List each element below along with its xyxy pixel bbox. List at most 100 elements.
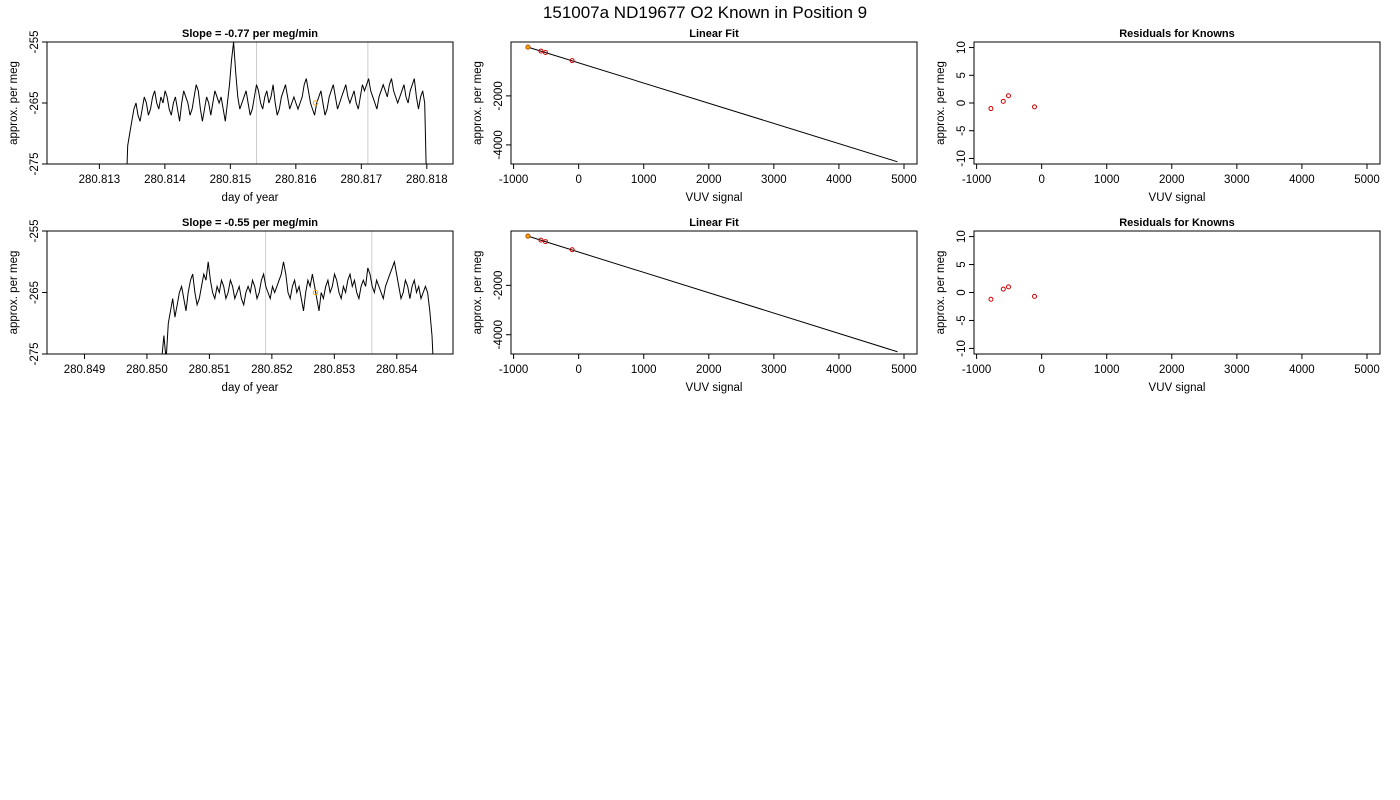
- y-axis-label: approx. per meg: [472, 251, 484, 335]
- panel-title: Residuals for Knowns: [1119, 28, 1235, 40]
- y-tick-label: -4000: [493, 130, 505, 159]
- y-tick-label: 5: [956, 261, 968, 267]
- y-tick-label: -275: [29, 342, 41, 365]
- y-tick-label: -265: [29, 281, 41, 304]
- x-tick-label: 280.854: [376, 364, 418, 376]
- x-tick-label: -1000: [962, 174, 991, 186]
- plot-frame: [510, 41, 918, 165]
- x-tick-label: 3000: [761, 364, 787, 376]
- plot-area: [126, 42, 427, 164]
- data-point: [1032, 293, 1038, 299]
- plot-frame: [510, 230, 918, 355]
- x-tick-label: 0: [575, 364, 581, 376]
- x-tick-label: -1000: [499, 364, 528, 376]
- x-tick-label: 280.813: [79, 174, 121, 186]
- x-tick-label: 2000: [1159, 364, 1185, 376]
- panel-1: Slope = -0.77 per meg/min 280.813 280.814 2…: [8, 28, 454, 204]
- y-axis-label: approx. per meg: [935, 251, 947, 335]
- x-axis-label: day of year: [222, 192, 279, 204]
- y-tick-label: 0: [956, 289, 968, 295]
- x-tick-label: 3000: [1224, 364, 1250, 376]
- highlight-point: [525, 44, 531, 50]
- x-tick-label: 3000: [761, 174, 787, 186]
- y-tick-label: -5: [956, 315, 968, 325]
- plot-area: [525, 233, 898, 353]
- x-tick-label: 1000: [1094, 364, 1120, 376]
- plot-frame: [973, 230, 1381, 355]
- y-tick-label: -4000: [493, 320, 505, 349]
- series-line: [161, 259, 434, 354]
- data-point: [988, 106, 994, 112]
- x-tick-label: 3000: [1224, 174, 1250, 186]
- data-point: [1005, 93, 1011, 99]
- panel-grid: Slope = -0.77 per meg/min 280.813 280.814 2…: [8, 28, 1381, 394]
- y-tick-label: -10: [956, 150, 968, 167]
- figure-title: 151007a ND19677 O2 Known in Position 9: [543, 3, 867, 22]
- data-point: [542, 239, 548, 245]
- data-point: [988, 296, 994, 302]
- panel-title: Slope = -0.55 per meg/min: [182, 217, 318, 229]
- x-tick-label: 4000: [826, 174, 852, 186]
- y-tick-label: -5: [956, 126, 968, 136]
- plot-area: [525, 44, 898, 163]
- plot-frame: [46, 41, 454, 165]
- plot-area: [988, 284, 1038, 302]
- panel-2: Linear Fit -1000 0 1000 2000 3000 4000 5000 -400…: [472, 28, 918, 204]
- panel-5: Linear Fit -1000 0 1000 2000 3000 4000 5000 -400…: [472, 217, 918, 394]
- y-tick-label: -2000: [493, 271, 505, 300]
- y-tick-label: 5: [956, 72, 968, 78]
- plot-frame: [46, 230, 454, 355]
- y-axis-label: approx. per meg: [8, 61, 20, 145]
- x-tick-label: 4000: [1289, 174, 1315, 186]
- panel-3: Residuals for Knowns -1000 0 1000 2000 3000 40…: [935, 28, 1381, 204]
- x-axis-label: VUV signal: [1149, 192, 1206, 204]
- panel-title: Linear Fit: [689, 217, 739, 229]
- x-axis-label: day of year: [222, 382, 279, 394]
- y-tick-label: -265: [29, 91, 41, 114]
- fit-line: [527, 46, 898, 163]
- x-tick-label: -1000: [499, 174, 528, 186]
- data-point: [542, 50, 548, 56]
- x-axis-label: VUV signal: [686, 382, 743, 394]
- x-tick-label: 280.815: [210, 174, 252, 186]
- x-tick-label: 5000: [1354, 364, 1380, 376]
- x-tick-label: 5000: [891, 364, 917, 376]
- x-tick-label: 4000: [826, 364, 852, 376]
- x-tick-label: 280.849: [64, 364, 106, 376]
- x-tick-label: 0: [1038, 364, 1044, 376]
- y-axis-label: approx. per meg: [935, 61, 947, 145]
- y-tick-label: 10: [956, 41, 968, 54]
- fit-line: [527, 235, 898, 353]
- x-tick-label: 4000: [1289, 364, 1315, 376]
- data-point: [569, 247, 575, 253]
- x-tick-label: 5000: [891, 174, 917, 186]
- panel-4: Slope = -0.55 per meg/min 280.849 280.850 2…: [8, 217, 454, 394]
- plot-area: [161, 231, 434, 354]
- x-tick-label: 2000: [696, 174, 722, 186]
- x-tick-label: 2000: [696, 364, 722, 376]
- x-tick-label: 280.817: [341, 174, 383, 186]
- x-tick-label: 280.816: [275, 174, 317, 186]
- y-axis-label: approx. per meg: [472, 61, 484, 145]
- panel-title: Linear Fit: [689, 28, 739, 40]
- highlight-point: [525, 233, 531, 239]
- data-point: [538, 48, 544, 54]
- data-point: [1000, 98, 1006, 104]
- y-tick-label: 0: [956, 100, 968, 106]
- x-tick-label: 1000: [631, 174, 657, 186]
- y-axis-label: approx. per meg: [8, 251, 20, 335]
- y-tick-label: 10: [956, 230, 968, 243]
- y-tick-label: -10: [956, 340, 968, 357]
- panel-6: Residuals for Knowns -1000 0 1000 2000 3000 40…: [935, 217, 1381, 394]
- x-tick-label: 5000: [1354, 174, 1380, 186]
- data-point: [569, 58, 575, 64]
- data-point: [1032, 104, 1038, 110]
- x-tick-label: -1000: [962, 364, 991, 376]
- x-tick-label: 280.818: [406, 174, 448, 186]
- y-tick-label: -275: [29, 152, 41, 175]
- x-tick-label: 280.851: [189, 364, 231, 376]
- data-point: [538, 237, 544, 243]
- y-tick-label: -255: [29, 219, 41, 242]
- x-tick-label: 0: [575, 174, 581, 186]
